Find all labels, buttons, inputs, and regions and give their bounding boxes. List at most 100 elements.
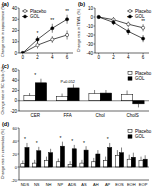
x-axis — [19, 111, 149, 112]
panel-title: (d) — [2, 121, 9, 127]
y-tick-label: -20 — [10, 109, 17, 114]
plot-area — [21, 15, 69, 53]
point — [141, 26, 144, 29]
bar — [60, 146, 64, 167]
x-tick-label: FFA — [64, 113, 72, 118]
legend-marker — [24, 10, 27, 13]
error-bar — [62, 142, 63, 147]
annotation: * — [71, 138, 73, 144]
error-bar — [70, 161, 71, 164]
bar — [68, 88, 79, 101]
x-tick-label: Chol — [96, 113, 105, 118]
point — [21, 51, 24, 53]
y-tick-label: -20 — [11, 178, 18, 183]
error-bar — [121, 148, 122, 153]
y-tick — [94, 53, 96, 54]
y-axis — [19, 128, 20, 180]
y-tick-label: 40 — [13, 139, 18, 144]
y-label: Change rate in ceramides (%) — [1, 128, 5, 179]
series-line — [99, 17, 143, 39]
error-bar — [109, 143, 110, 148]
y-tick — [18, 30, 20, 31]
legend-label: Placebo — [30, 9, 47, 14]
panel: (d)Change rate in ceramides (%)-20020406… — [1, 121, 152, 187]
y-label: Change rate in capacitance (%) — [1, 3, 5, 57]
panel: (c)Change rate in SC lipids (%)-20020406… — [1, 63, 152, 118]
zero-line — [19, 167, 149, 168]
legend-line — [22, 16, 28, 17]
bar — [143, 159, 147, 167]
point — [65, 33, 68, 36]
bar — [96, 154, 100, 167]
y-tick — [18, 128, 20, 129]
y-tick — [18, 180, 20, 181]
panel-title: (b) — [78, 1, 85, 7]
y-tick — [18, 100, 20, 101]
x-tick-label: 6 — [142, 55, 145, 60]
legend-line — [22, 11, 28, 12]
y-tick-label: 0 — [14, 98, 17, 103]
bar — [127, 159, 131, 167]
legend-label: GOL — [135, 134, 145, 139]
bar — [104, 161, 108, 168]
error-bar — [62, 94, 63, 97]
annotation: * — [107, 136, 109, 142]
y-tick-label: 60 — [12, 68, 18, 73]
annotation: * — [59, 135, 61, 141]
x-tick-label: NS — [34, 182, 40, 187]
y-tick — [18, 70, 20, 71]
error-bar — [81, 160, 82, 163]
y-tick-label: 20 — [13, 152, 18, 157]
bar — [100, 93, 111, 101]
error-bar — [145, 155, 146, 159]
y-tick-label: -20 — [86, 33, 93, 38]
error-bar — [73, 84, 74, 88]
bar — [56, 162, 60, 167]
series-line — [23, 35, 67, 53]
error-bar — [34, 160, 35, 163]
zero-line — [19, 100, 149, 101]
y-tick-label: 30 — [12, 17, 18, 22]
legend-label: Placebo — [135, 129, 152, 134]
y-tick — [18, 167, 20, 168]
legend-line — [127, 11, 133, 12]
error-bar — [129, 155, 130, 160]
error-bar — [117, 150, 118, 155]
bar — [119, 153, 123, 167]
x-tick-label: NDS — [21, 182, 30, 187]
y-tick — [18, 141, 20, 142]
legend-swatch — [128, 77, 132, 80]
error-bar — [74, 145, 75, 149]
y-tick — [18, 41, 20, 42]
legend-label: GOL — [30, 14, 40, 19]
y-axis — [19, 8, 20, 53]
bar — [68, 164, 72, 167]
y-tick-label: 10 — [88, 6, 94, 11]
point — [36, 38, 39, 41]
y-tick-label: 40 — [12, 6, 18, 11]
bar — [56, 97, 67, 101]
x-tick-label: ADS — [68, 182, 77, 187]
y-tick-label: -10 — [86, 24, 93, 29]
legend-swatch — [128, 135, 132, 138]
y-tick-label: 60 — [13, 126, 18, 131]
annotation: * — [83, 140, 85, 146]
bar — [35, 83, 46, 101]
x-axis — [19, 180, 149, 181]
y-tick — [18, 53, 20, 54]
bar — [84, 150, 88, 167]
y-tick-label: 20 — [12, 88, 18, 93]
bar — [92, 162, 96, 167]
error-bar — [138, 104, 139, 108]
point — [112, 21, 115, 24]
panel: (b)Change rate in TEWL (%)-40-30-20-1001… — [77, 1, 152, 60]
plot-area — [97, 15, 145, 42]
x-tick-label: CholS — [127, 113, 139, 118]
annotation: * — [24, 136, 26, 142]
x-tick-label: EOH — [127, 182, 136, 187]
x-tick-label: 0 — [97, 55, 100, 60]
panel: (a)Change rate in capacitance (%)0102030… — [1, 1, 73, 60]
error-bar — [86, 146, 87, 150]
y-tick — [18, 111, 20, 112]
bar — [131, 157, 135, 167]
